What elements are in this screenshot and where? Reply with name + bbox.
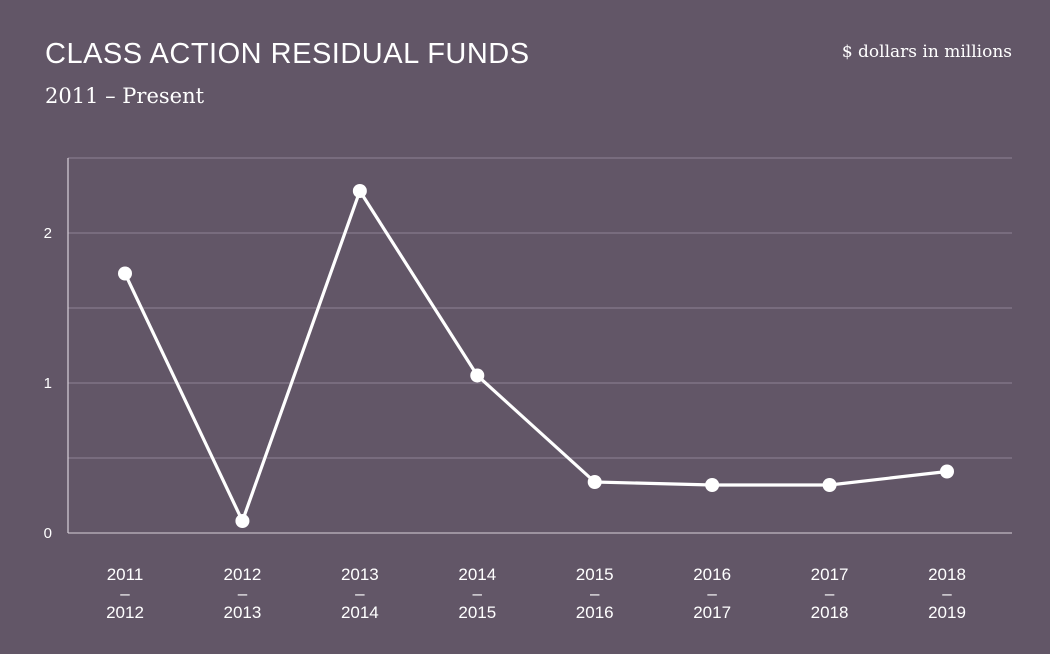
x-tick-label: – <box>355 584 365 603</box>
x-tick-label: 2014 <box>341 603 379 622</box>
x-tick-label: 2018 <box>928 565 966 584</box>
x-tick-label: – <box>590 584 600 603</box>
units-label: $ dollars in millions <box>841 42 1012 62</box>
x-tick-label: 2012 <box>224 565 262 584</box>
x-tick-label: – <box>825 584 835 603</box>
data-point <box>235 514 250 528</box>
x-tick-label: – <box>707 584 717 603</box>
data-point <box>940 464 954 479</box>
x-tick-label: 2017 <box>693 603 731 622</box>
x-tick-label: 2017 <box>811 565 849 584</box>
y-tick-label: 2 <box>44 225 52 242</box>
data-point <box>118 266 132 281</box>
x-tick-label: 2014 <box>458 565 496 584</box>
x-tick-label: 2013 <box>224 603 262 622</box>
chart-title: CLASS ACTION RESIDUAL FUNDS <box>45 38 530 70</box>
x-tick-label: – <box>120 584 130 603</box>
x-tick-label: 2018 <box>811 603 849 622</box>
x-tick-label: 2011 <box>107 565 144 584</box>
x-tick-label: 2019 <box>928 603 966 622</box>
x-tick-label: – <box>942 584 952 603</box>
y-tick-label: 1 <box>44 375 52 392</box>
y-tick-label: 0 <box>44 525 52 542</box>
series-line <box>123 189 948 523</box>
data-point <box>352 184 367 198</box>
x-tick-label: 2015 <box>576 565 614 584</box>
x-tick-label: – <box>238 584 248 603</box>
data-point <box>705 478 720 492</box>
data-point <box>822 478 837 492</box>
x-tick-label: 2013 <box>341 565 379 584</box>
data-point <box>587 475 602 489</box>
data-point <box>470 368 485 383</box>
x-tick-label: 2012 <box>106 603 144 622</box>
chart-subtitle: 2011 – Present <box>45 84 205 108</box>
x-tick-label: 2016 <box>693 565 731 584</box>
x-tick-label: 2016 <box>576 603 614 622</box>
x-tick-label: – <box>473 584 483 603</box>
x-tick-label: 2015 <box>458 603 496 622</box>
